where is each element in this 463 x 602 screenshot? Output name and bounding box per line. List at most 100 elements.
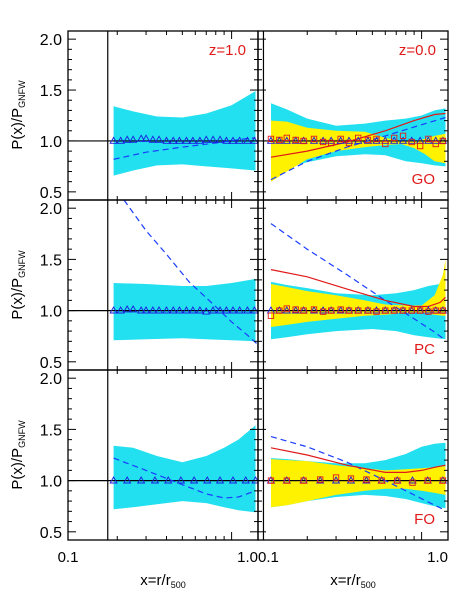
square-point (328, 139, 335, 147)
square-point (373, 308, 380, 315)
triangle-point (136, 306, 146, 314)
triangle-point (316, 476, 325, 484)
y-tick-label: 0.5 (40, 525, 62, 542)
dashed-model-line (113, 457, 256, 499)
square-point (267, 135, 275, 143)
triangle-point (182, 306, 191, 314)
x-axis-label-main: x=r/r (330, 572, 360, 589)
triangle-point (202, 135, 211, 143)
x-axis-label-main: x=r/r (140, 572, 170, 589)
triangle-point (243, 136, 252, 144)
triangle-point (243, 306, 252, 314)
square-point (355, 134, 362, 142)
y-axis-label-sub: GNFW (17, 80, 27, 108)
triangle-point (251, 476, 258, 484)
plot-area (68, 31, 258, 200)
triangle-point (398, 136, 408, 144)
square-point (382, 307, 389, 314)
square-point (378, 477, 385, 484)
y-tick-label: 1.0 (40, 474, 62, 491)
x-axis-label-sub: 500 (171, 580, 186, 590)
triangle-point (188, 306, 198, 314)
triangle-point (250, 136, 258, 144)
x-axis-label: x=r/r500 (140, 572, 185, 590)
triangle-point (222, 306, 231, 314)
panel-left-bottom (67, 369, 259, 541)
square-point (425, 135, 432, 143)
cyan-band (113, 91, 256, 176)
triangle-point (235, 136, 244, 144)
red-fit-line (270, 269, 446, 308)
triangle-point (318, 136, 328, 144)
triangle-point (123, 305, 132, 313)
triangle-point (282, 306, 291, 314)
square-point (347, 475, 355, 482)
square-point (292, 306, 299, 313)
triangle-point (148, 306, 158, 314)
y-tick-label: 1.0 (40, 304, 62, 321)
y-tick-label: 1.0 (40, 134, 62, 151)
triangle-point (116, 136, 125, 144)
triangle-point (128, 305, 138, 313)
triangle-point (208, 135, 218, 143)
y-axis-label-sub: GNFW (17, 250, 27, 278)
y-axis-label: P(x)/PGNFW (9, 250, 27, 320)
triangle-point (336, 136, 345, 144)
redshift-label: z=0.0 (399, 42, 436, 59)
square-point (345, 139, 353, 147)
panel-frame (257, 369, 449, 541)
triangle-point (215, 476, 225, 484)
plot-area (258, 31, 448, 200)
square-point (328, 307, 335, 314)
y-tick-label: 1.5 (40, 252, 62, 269)
plot-area (68, 370, 258, 540)
triangle-point (195, 306, 205, 314)
triangle-point (195, 136, 205, 144)
triangle-point (154, 135, 164, 143)
triangle-point (266, 136, 276, 144)
y-axis-label: P(x)/PGNFW (9, 80, 27, 150)
panels (67, 30, 449, 541)
square-point (332, 474, 340, 481)
triangle-point (363, 136, 373, 144)
triangle-point (309, 136, 319, 144)
square-point (300, 137, 307, 145)
square-point (319, 308, 327, 315)
model-label: PC (414, 341, 435, 358)
triangle-point (228, 136, 238, 144)
triangle-point (222, 136, 231, 144)
square-point (425, 308, 432, 315)
triangle-point (275, 136, 284, 144)
y-tick-label: 1.5 (40, 422, 62, 439)
square-point (382, 140, 389, 148)
panel-right-bottom (257, 369, 449, 541)
triangle-point (291, 306, 300, 314)
axis-text: 0.5 1.0 1.5 2.0 z=1.0 z=0.0 GO 0.5 1.0 1.5 2.0 PC 0.… (9, 32, 448, 590)
triangle-point (123, 476, 132, 484)
square-point (417, 142, 424, 150)
triangle-point (291, 136, 300, 144)
triangle-point (309, 306, 319, 314)
square-point (417, 307, 424, 314)
y-axis-label-main: P(x)/P (9, 448, 26, 490)
y-tick-label: 0.5 (40, 355, 62, 372)
triangle-point (215, 135, 225, 143)
square-point (283, 134, 290, 142)
triangle-point (362, 476, 371, 484)
x-axis-label-sub: 500 (361, 580, 376, 590)
cyan-band (113, 425, 256, 513)
y-tick-label: 0.5 (40, 185, 62, 202)
square-point (432, 307, 439, 314)
triangle-point (148, 135, 158, 143)
square-point (337, 306, 344, 313)
red-fit-line (270, 447, 446, 473)
square-point (394, 477, 401, 484)
square-point (355, 307, 362, 314)
triangle-point (228, 476, 238, 484)
dashed-model-line (123, 200, 257, 344)
triangle-point (372, 136, 381, 144)
triangle-point (109, 136, 118, 144)
square-point (276, 136, 283, 144)
triangle-point (116, 306, 125, 314)
